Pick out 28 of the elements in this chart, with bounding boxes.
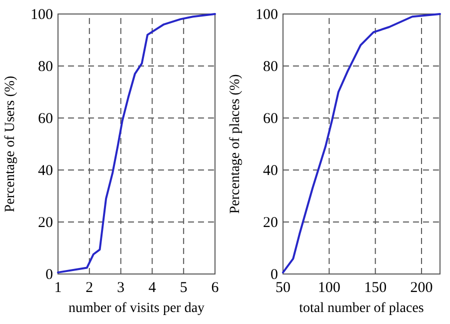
x-tick-label: 6	[211, 280, 220, 296]
y-tick-label: 40	[263, 163, 278, 179]
x-tick-label: 50	[276, 280, 290, 296]
line-series	[57, 13, 216, 274]
y-tick-label: 60	[263, 111, 278, 127]
x-axis-title: total number of places	[299, 301, 424, 316]
y-tick-label: 100	[256, 7, 278, 23]
x-tick-label: 100	[318, 280, 340, 296]
x-axis-title: number of visits per day	[68, 301, 205, 316]
x-tick-label: 150	[364, 280, 387, 296]
line-series	[282, 13, 441, 274]
y-tick-label: 60	[38, 111, 53, 127]
y-tick-label: 80	[263, 59, 278, 75]
y-tick-label: 20	[263, 215, 278, 231]
y-axis-title: Percentage of places (%)	[228, 74, 243, 214]
y-tick-label: 0	[46, 267, 53, 283]
x-tick-label: 1	[54, 280, 62, 296]
y-tick-label: 20	[38, 215, 53, 231]
x-tick-label: 3	[117, 280, 125, 296]
y-axis-title: Percentage of Users (%)	[3, 75, 18, 212]
x-tick-label: 200	[410, 280, 433, 296]
x-tick-label: 2	[86, 280, 94, 296]
y-tick-label: 40	[38, 163, 53, 179]
y-tick-label: 0	[270, 267, 278, 283]
x-tick-label: 5	[180, 280, 188, 296]
x-tick-label: 4	[148, 280, 156, 296]
y-tick-label: 100	[30, 7, 53, 23]
y-tick-label: 80	[38, 59, 53, 75]
